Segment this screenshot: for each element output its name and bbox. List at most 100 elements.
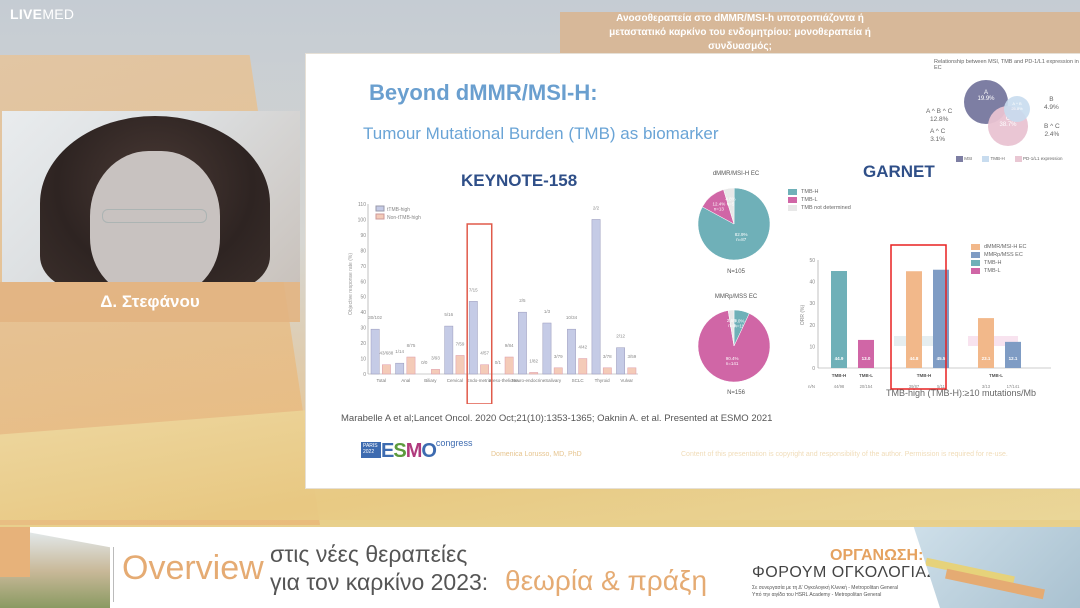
svg-text:n=11: n=11 [734, 324, 744, 329]
slide-subtitle: Tumour Mutational Burden (TMB) as biomar… [363, 124, 719, 143]
esmo-logo: PARIS 2022 ESMO congress [361, 438, 473, 462]
svg-text:TMB-H: TMB-H [917, 373, 932, 378]
presentation-slide: Beyond dMMR/MSI-H: Tumour Mutational Bur… [305, 53, 1080, 489]
pie-legend: TMB-H TMB-L TMB not determined [788, 189, 851, 213]
svg-text:110: 110 [358, 202, 366, 208]
svg-text:Objective response rate (%): Objective response rate (%) [348, 253, 354, 315]
venn-label-ac: A ^ C 3.1% [930, 128, 946, 143]
svg-text:30/102: 30/102 [368, 315, 382, 320]
svg-text:9/84: 9/84 [505, 343, 514, 348]
svg-text:1/14: 1/14 [395, 349, 404, 354]
organizer-label: ΟΡΓΑΝΩΣΗ: [830, 547, 924, 564]
svg-text:TMB-H: TMB-H [832, 373, 847, 378]
title-bar-background [560, 12, 1080, 56]
svg-text:Anal: Anal [401, 378, 410, 383]
speaker-face [90, 151, 220, 282]
svg-text:Total: Total [377, 378, 387, 383]
svg-text:44.8: 44.8 [910, 356, 919, 361]
svg-text:2/5: 2/5 [519, 298, 526, 303]
garnet-title: GARNET [863, 162, 935, 181]
svg-text:tTMB-high: tTMB-high [387, 207, 410, 213]
banner-tagline: θεωρία & πράξη [505, 565, 708, 596]
svg-text:20/154: 20/154 [860, 384, 873, 389]
venn-label-bc: B ^ C 2.4% [1044, 123, 1060, 138]
svg-text:TMB-L: TMB-L [989, 373, 1003, 378]
svg-text:7/59: 7/59 [456, 341, 465, 346]
speaker-name: Δ. Στεφάνου [0, 282, 300, 322]
svg-text:8/75: 8/75 [407, 343, 416, 348]
keynote-bar-chart: 0 10 20 30 40 50 60 70 80 90 100 110 Objective respo… [348, 202, 638, 404]
svg-text:10/34: 10/34 [566, 315, 578, 320]
svg-text:5/16: 5/16 [444, 312, 453, 317]
svg-text:43/688: 43/688 [380, 351, 394, 356]
svg-text:2.6%: 2.6% [727, 318, 737, 323]
svg-text:0/0: 0/0 [421, 360, 428, 365]
citation: Marabelle A et al;Lancet Oncol. 2020 Oct… [341, 413, 773, 424]
tmb-definition: TMB-high (TMB-H):≥10 mutations/Mb [886, 388, 1036, 398]
svg-text:20: 20 [809, 323, 815, 329]
svg-text:39/87: 39/87 [909, 384, 920, 389]
svg-text:Biliary: Biliary [424, 378, 437, 383]
slide-copyright: Content of this presentation is copyrigh… [681, 451, 1008, 458]
svg-text:82.9%: 82.9% [735, 232, 748, 237]
svg-text:7.0%: 7.0% [734, 319, 744, 324]
svg-text:10: 10 [360, 357, 366, 363]
svg-text:0/1: 0/1 [495, 360, 502, 365]
lab-image [913, 527, 1080, 608]
venn-label-b: B 4.9% [1044, 96, 1059, 111]
venn-legend: MSI TMB-H PD-1/L1 expression [956, 156, 1063, 162]
svg-text:1/82: 1/82 [529, 358, 538, 363]
venn-label-abc: A ^ B ^ C 12.8% [926, 108, 953, 123]
svg-text:3/13: 3/13 [982, 384, 991, 389]
svg-text:12.4%: 12.4% [712, 201, 725, 206]
svg-text:Thyroid: Thyroid [595, 378, 611, 383]
svg-text:Endo-metrial: Endo-metrial [467, 378, 493, 383]
svg-text:2/12: 2/12 [616, 334, 625, 339]
svg-text:n=13: n=13 [714, 206, 725, 211]
livemed-logo: LIVEMED [10, 6, 74, 22]
venn-diagram: A19.9% C38.7% A ^ B25.8% B4.9% A ^ B ^ C… [926, 68, 1076, 168]
venn-circle-b: A ^ B 25.8% [1004, 96, 1030, 122]
svg-text:ORR (%): ORR (%) [800, 305, 806, 326]
svg-text:n=4: n=4 [728, 323, 736, 328]
organizer-name: ΦΟΡΟΥΜ ΟΓΚΟΛΟΓΙΑΣ [752, 564, 937, 581]
svg-text:TMB-L: TMB-L [859, 373, 873, 378]
svg-text:2/2: 2/2 [593, 205, 600, 210]
svg-text:17/141: 17/141 [1007, 384, 1020, 389]
slide-title: Beyond dMMR/MSI-H: [369, 80, 598, 105]
garnet-bar-chart: 0 10 20 30 40 50 ORR (%) 44.9 44/98 13.0 20/154 44.… [800, 244, 1051, 390]
svg-text:4.8%: 4.8% [725, 196, 735, 201]
svg-text:80: 80 [360, 248, 366, 254]
svg-text:4/57: 4/57 [480, 351, 489, 356]
svg-text:100: 100 [358, 217, 367, 223]
svg-text:5/11: 5/11 [937, 384, 946, 389]
svg-text:23.1: 23.1 [982, 356, 991, 361]
svg-text:60: 60 [360, 279, 366, 285]
svg-text:44.9: 44.9 [835, 356, 844, 361]
svg-text:n=5: n=5 [727, 201, 735, 206]
svg-text:Non-tTMB-high: Non-tTMB-high [387, 215, 421, 221]
pie2-n: N=156 [727, 390, 745, 396]
venn-title: Relationship between MSI, TMB and PD-1/L… [934, 59, 1079, 71]
svg-text:3/78: 3/78 [603, 354, 612, 359]
banner-overview: Overview [122, 549, 264, 587]
svg-text:40: 40 [809, 280, 815, 286]
svg-text:n/N: n/N [808, 384, 815, 389]
svg-text:0: 0 [812, 366, 815, 372]
speaker-video [2, 111, 300, 282]
pie1-title: dMMR/MSI-H EC [712, 171, 760, 177]
svg-text:Meso-thelioma: Meso-thelioma [489, 378, 519, 383]
svg-text:0: 0 [363, 372, 366, 378]
svg-text:3/79: 3/79 [554, 354, 563, 359]
svg-text:20: 20 [360, 341, 366, 347]
pie2-title: MMRp/MSS EC [714, 294, 758, 300]
logo-bold: LIVE [10, 6, 43, 22]
svg-text:Vulvar: Vulvar [620, 378, 633, 383]
pie1-chart: 82.9%n=87 12.4%n=134.8%n=5 [697, 187, 771, 261]
svg-text:n=87: n=87 [736, 237, 747, 242]
svg-text:n=141: n=141 [726, 361, 739, 366]
keynote-title: KEYNOTE-158 [461, 171, 578, 190]
svg-text:30: 30 [360, 326, 366, 332]
svg-text:4/42: 4/42 [578, 345, 587, 350]
pie2-chart: 7.0%n=11 90.4%n=141 2.6%n=4 [697, 309, 771, 383]
